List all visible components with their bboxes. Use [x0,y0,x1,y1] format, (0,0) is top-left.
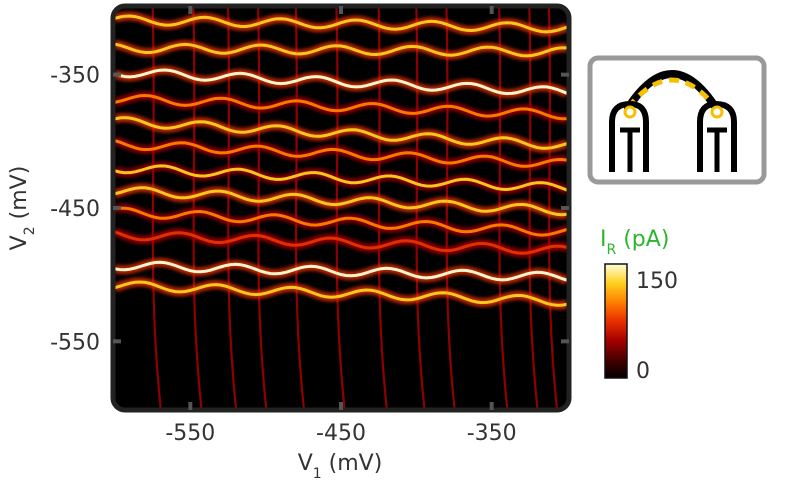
right-contact-dot [710,105,724,119]
colorbar-title: IR (pA) [600,227,669,258]
colorbar-min-label: 0 [636,359,650,384]
y-tick-label-2: -550 [50,330,100,355]
y-axis-label: V2 (mV) [7,166,38,251]
colorbar-scale [604,263,628,379]
heatmap-data [115,8,567,408]
vertical-feature-11 [547,8,559,408]
resonance-line-7 [115,186,567,217]
left-lead [609,100,649,172]
x-tick-label-0: -550 [165,421,215,446]
heatmap-plot [110,3,572,413]
colorbar: IR (pA) 150 0 [600,227,678,384]
right-gate-t [707,127,727,172]
device-schematic-inset [587,55,767,185]
x-axis-ticks: -550 -450 -350 [165,6,517,446]
resonance-line-9 [115,230,567,255]
y-tick-label-0: -350 [50,64,100,89]
vertical-feature-1 [192,8,203,408]
resonance-line-5 [115,139,567,168]
resonance-line-8 [115,206,567,237]
resonance-line-11 [115,280,567,307]
left-gate-t [620,127,640,172]
right-lead [697,100,737,172]
x-axis-label: V1 (mV) [298,451,383,480]
y-axis-ticks: -350 -450 -550 [50,64,569,355]
x-tick-label-1: -450 [316,421,366,446]
vertical-feature-6 [377,8,388,408]
resonance-line-4 [115,116,567,150]
resonance-line-3 [115,93,567,121]
left-contact-dot [623,105,637,119]
y-tick-label-1: -450 [50,197,100,222]
resonance-line-0 [115,14,567,34]
vertical-feature-10 [528,8,539,408]
resonance-line-1 [115,42,567,58]
resonance-line-10 [115,260,567,282]
resonance-line-2 [115,68,567,96]
x-tick-label-2: -350 [467,421,517,446]
inset-frame [587,55,767,185]
vertical-feature-7 [415,8,426,408]
vertical-feature-8 [445,8,456,408]
vertical-feature-9 [498,8,509,408]
colorbar-max-label: 150 [636,269,678,294]
nanotube-arc-dashed [626,77,718,110]
resonance-line-6 [115,164,567,192]
